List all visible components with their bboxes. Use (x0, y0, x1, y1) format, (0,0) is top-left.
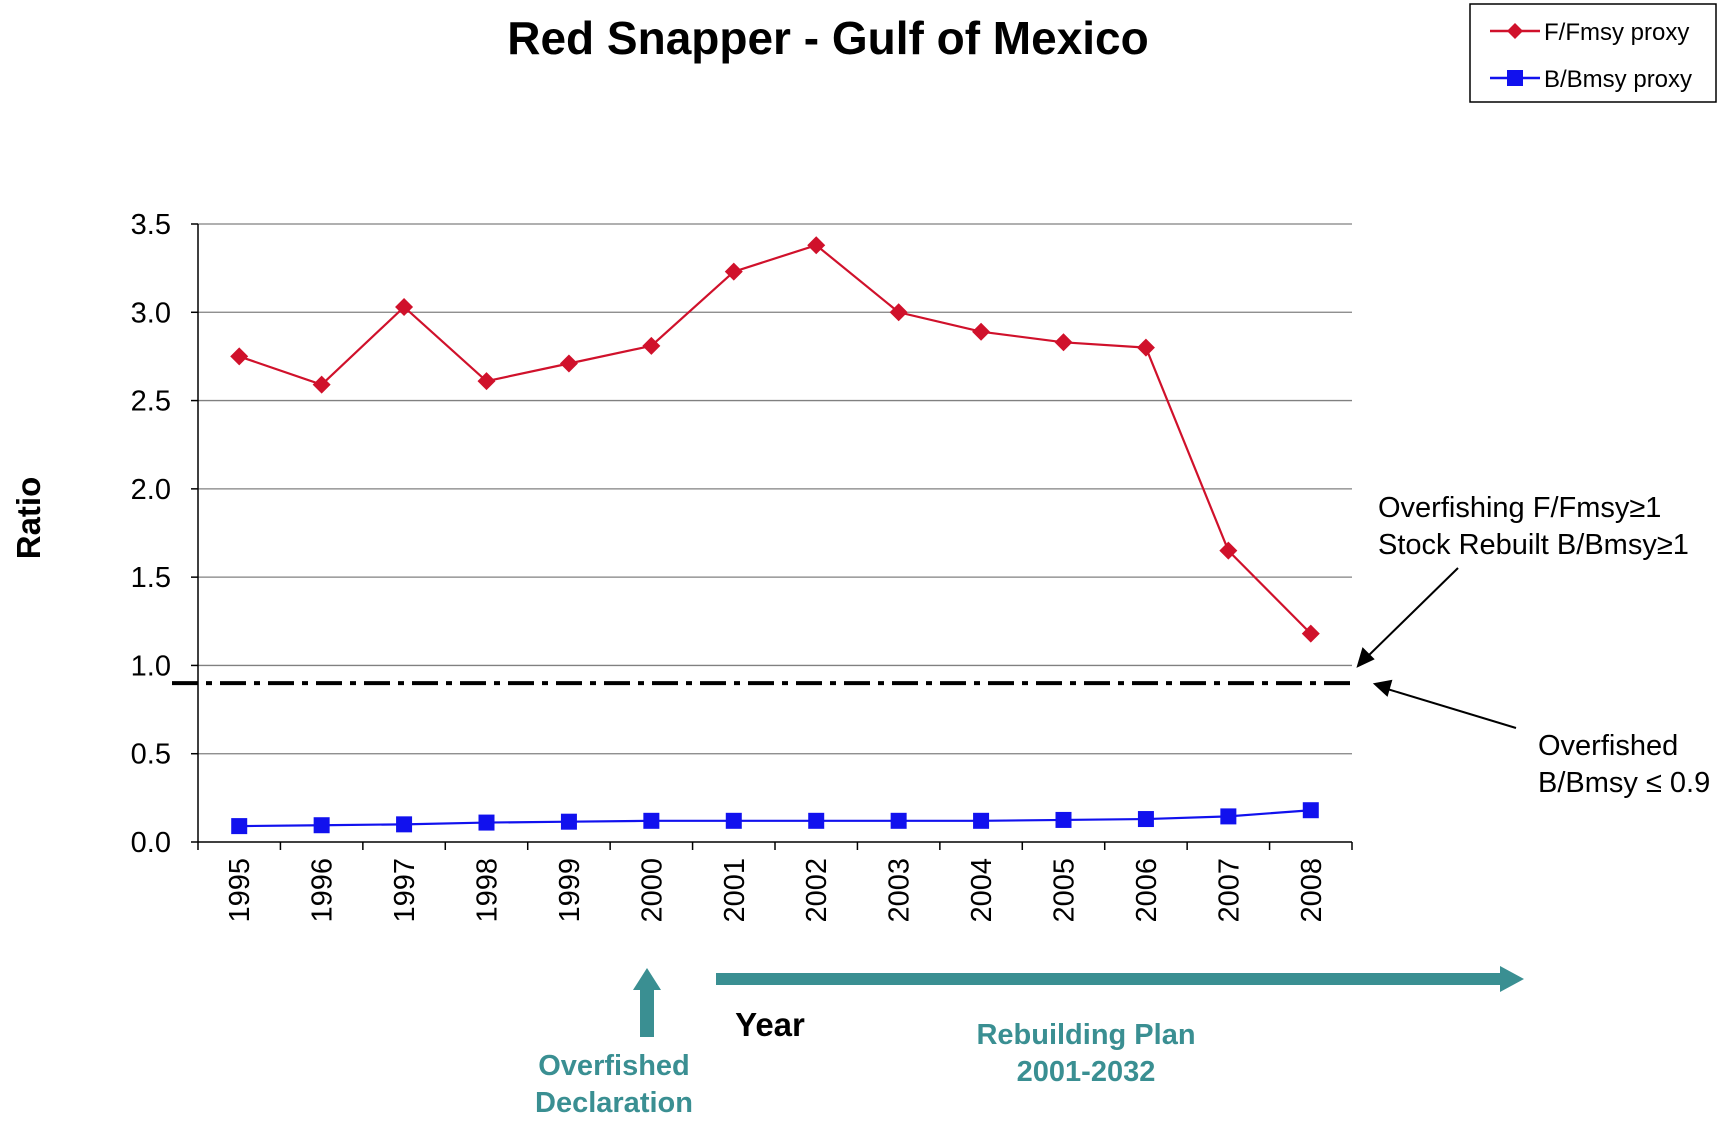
data-point-b-bmsy (478, 814, 495, 831)
x-tick-label: 2000 (636, 858, 668, 923)
data-point-f-fmsy (642, 336, 661, 355)
y-tick-label: 3.0 (131, 297, 171, 329)
data-point-f-fmsy (889, 303, 908, 322)
data-point-f-fmsy (477, 372, 496, 391)
overfished-annotation-line1: Overfished (1538, 730, 1678, 762)
chart-title: Red Snapper - Gulf of Mexico (507, 12, 1149, 64)
data-point-b-bmsy (1302, 802, 1319, 819)
overfished-arrow-head (1372, 679, 1393, 697)
data-point-f-fmsy (312, 375, 331, 394)
y-tick-labels: 0.0 0.5 1.0 1.5 2.0 2.5 3.0 3.5 (131, 209, 171, 859)
legend-label-b: B/Bmsy proxy (1544, 66, 1692, 93)
data-point-b-bmsy (808, 812, 825, 829)
x-tick-label: 1999 (554, 858, 586, 923)
x-tick-label: 2002 (801, 858, 833, 923)
data-point-f-fmsy (559, 354, 578, 373)
y-tick-label: 0.0 (131, 827, 171, 859)
legend-label-f: F/Fmsy proxy (1544, 19, 1689, 46)
data-point-b-bmsy (890, 812, 907, 829)
gridlines (198, 223, 1352, 755)
data-point-b-bmsy (560, 813, 577, 830)
rebuilding-arrow-head (1500, 966, 1524, 992)
data-point-f-fmsy (395, 297, 414, 316)
y-tick-label: 2.5 (131, 386, 171, 418)
legend: F/Fmsy proxy B/Bmsy proxy (1469, 3, 1717, 103)
y-tick-label: 1.5 (131, 562, 171, 594)
x-tick-label: 1998 (472, 858, 504, 923)
x-tick-label: 2005 (1049, 858, 1081, 923)
series-line-f-fmsy (238, 243, 1312, 635)
legend-marker-f (1507, 23, 1523, 39)
data-point-b-bmsy (1137, 811, 1154, 828)
data-point-f-fmsy (724, 262, 743, 281)
data-point-f-fmsy (1301, 624, 1320, 643)
data-point-b-bmsy (313, 817, 330, 834)
declaration-arrow-head (633, 968, 661, 990)
rebuilding-label-line1: Rebuilding Plan (976, 1019, 1195, 1051)
x-tick-labels: 1995 1996 1997 1998 1999 2000 2001 2002 2003 2004… (224, 858, 1328, 923)
x-tick-label: 2006 (1131, 858, 1163, 923)
rebuilding-label-line2: 2001-2032 (1017, 1056, 1156, 1088)
x-tick-label: 1997 (389, 858, 421, 923)
data-point-f-fmsy (1054, 333, 1073, 352)
data-point-b-bmsy (973, 812, 990, 829)
x-tick-label: 2003 (884, 858, 916, 923)
series-group (230, 236, 1320, 835)
data-point-f-fmsy (1136, 338, 1155, 357)
y-tick-label: 1.0 (131, 650, 171, 682)
overfishing-annotation-line2: Stock Rebuilt B/Bmsy≥1 (1378, 529, 1689, 561)
declaration-label-line1: Overfished (538, 1050, 690, 1082)
series-line-b-bmsy (239, 809, 1311, 828)
data-point-b-bmsy (643, 812, 660, 829)
y-axis-label: Ratio (10, 477, 47, 560)
y-tick-label: 2.0 (131, 474, 171, 506)
x-tick-label: 1996 (307, 858, 339, 923)
data-point-b-bmsy (396, 816, 413, 833)
data-point-f-fmsy (807, 236, 826, 255)
legend-marker-b (1507, 70, 1523, 86)
axes (191, 223, 1353, 850)
overfished-arrow-line (1383, 687, 1517, 729)
x-tick-label: 2001 (719, 858, 751, 923)
overfishing-annotation-line1: Overfishing F/Fmsy≥1 (1378, 492, 1661, 524)
overfishing-arrow-head (1356, 647, 1375, 668)
y-tick-label: 3.5 (131, 209, 171, 241)
overfishing-arrow-line (1365, 567, 1459, 659)
x-tick-label: 1995 (224, 858, 256, 923)
data-point-b-bmsy (1055, 811, 1072, 828)
x-axis-label: Year (735, 1006, 805, 1043)
data-point-b-bmsy (231, 818, 248, 835)
data-point-f-fmsy (230, 347, 249, 366)
overfished-annotation-line2: B/Bmsy ≤ 0.9 (1538, 767, 1710, 799)
x-tick-label: 2004 (966, 858, 998, 923)
x-tick-label: 2007 (1213, 858, 1245, 923)
x-tick-label: 2008 (1296, 858, 1328, 923)
declaration-label-line2: Declaration (535, 1087, 693, 1119)
data-point-f-fmsy (972, 322, 991, 341)
declaration-arrow-shaft (640, 987, 654, 1037)
data-point-f-fmsy (1219, 541, 1238, 560)
data-point-b-bmsy (725, 812, 742, 829)
rebuilding-arrow-shaft (716, 973, 1502, 985)
y-tick-label: 0.5 (131, 739, 171, 771)
data-point-b-bmsy (1220, 808, 1237, 825)
